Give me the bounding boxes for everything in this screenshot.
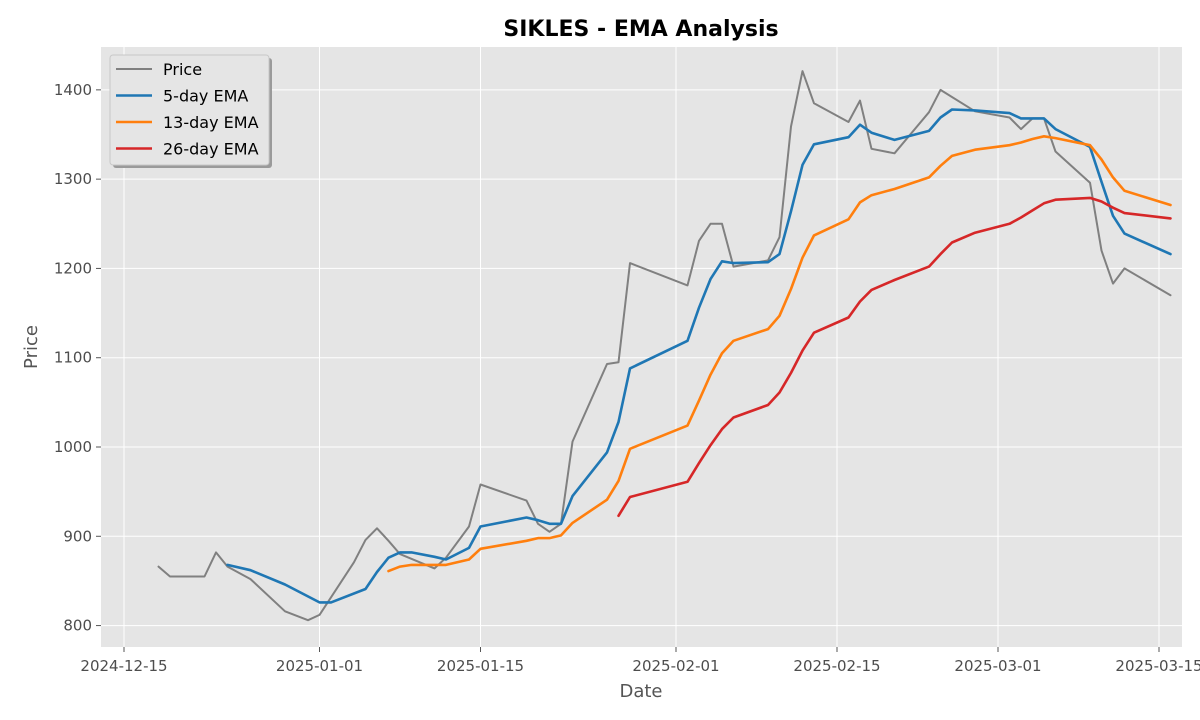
x-tick-label: 2025-02-01: [632, 657, 719, 675]
series-line-13-day-ema: [387, 135, 1172, 573]
y-axis-ticks: 800 900 1000 1100 1200 1300 1400: [54, 81, 101, 635]
x-tick-label: 2025-02-15: [793, 657, 880, 675]
y-tick-label: 900: [63, 527, 92, 545]
legend-label: 5-day EMA: [163, 87, 248, 106]
y-tick-label: 1200: [54, 259, 92, 277]
y-tick-label: 1100: [54, 349, 92, 367]
legend-box: [109, 54, 270, 166]
chart-title: SIKLES - EMA Analysis: [503, 17, 778, 42]
y-tick-label: 1300: [54, 170, 92, 188]
legend-label: 26-day EMA: [163, 140, 259, 159]
series-lines: [157, 70, 1172, 622]
x-tick-label: 2024-12-15: [80, 657, 167, 675]
x-axis-ticks: 2024-12-15 2025-01-01 2025-01-15 2025-02-01…: [80, 647, 1200, 675]
legend-label: Price: [163, 60, 202, 79]
y-axis-label: Price: [21, 325, 42, 369]
y-tick-label: 800: [63, 617, 92, 635]
x-tick-label: 2025-01-01: [276, 657, 363, 675]
legend: Price 5-day EMA 13-day EMA 26-day EMA: [109, 54, 272, 168]
legend-label: 13-day EMA: [163, 113, 259, 132]
series-line-5-day-ema: [226, 108, 1172, 604]
x-axis-label: Date: [619, 681, 662, 702]
y-tick-label: 1400: [54, 81, 92, 99]
x-tick-label: 2025-01-15: [437, 657, 524, 675]
series-line-price: [157, 70, 1172, 622]
y-tick-label: 1000: [54, 438, 92, 456]
x-tick-label: 2025-03-15: [1115, 657, 1200, 675]
series-line-26-day-ema: [617, 196, 1172, 518]
x-tick-label: 2025-03-01: [954, 657, 1041, 675]
